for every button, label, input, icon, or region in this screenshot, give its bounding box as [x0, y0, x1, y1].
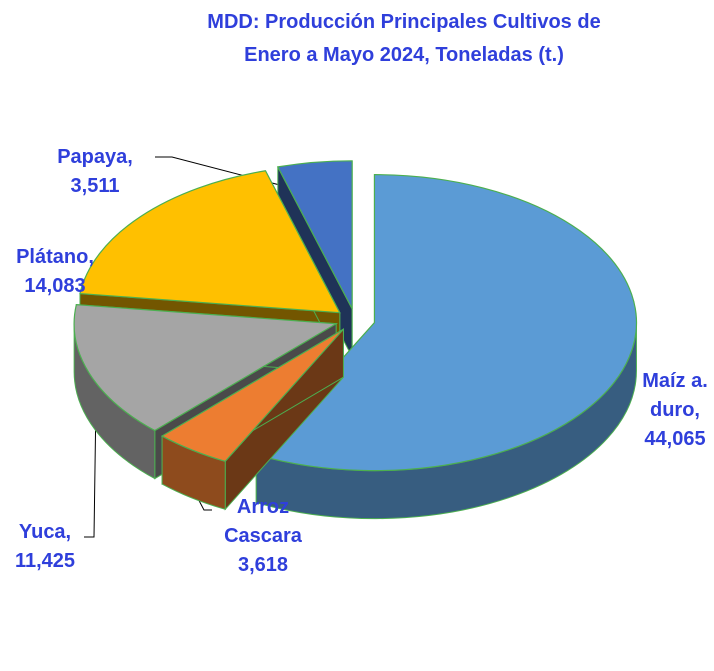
category-label: Papaya,	[57, 146, 133, 168]
slice-top	[276, 160, 353, 310]
data-label: Plátano, 14,083	[0, 243, 110, 301]
value-label: 44,065	[644, 428, 706, 450]
data-label: Arroz Cascara 3,618	[218, 493, 308, 580]
data-label: Papaya, 3,511	[40, 143, 150, 201]
category-label: Arroz Cascara	[224, 496, 302, 547]
slice-top	[160, 328, 344, 462]
slice-top	[255, 174, 638, 472]
slice-top	[79, 170, 341, 314]
leader-line	[84, 397, 97, 538]
value-label: 3,511	[70, 175, 120, 197]
value-label: 14,083	[24, 275, 86, 297]
chart-title: MDD: Producción Principales Cultivos de …	[207, 11, 601, 66]
data-label: Maíz a. duro, 44,065	[630, 367, 714, 454]
value-label: 11,425	[14, 550, 76, 572]
data-label: Yuca, 11,425	[0, 518, 90, 576]
category-label: Plátano,	[16, 246, 94, 268]
slice	[160, 327, 344, 511]
value-label: 3,618	[237, 554, 289, 576]
slice-top	[73, 303, 339, 432]
category-label: Yuca,	[18, 521, 72, 543]
category-label: Maíz a. duro,	[642, 370, 708, 421]
slice	[255, 174, 638, 520]
